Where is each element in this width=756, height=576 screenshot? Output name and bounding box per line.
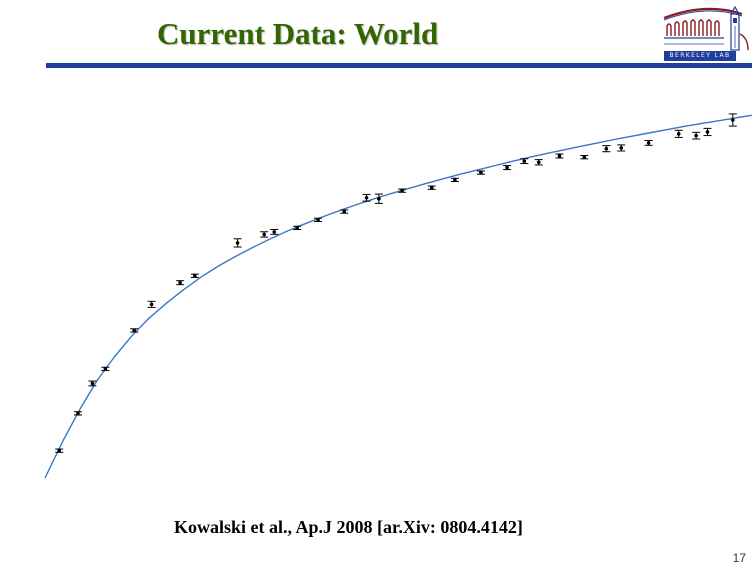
data-point: [260, 231, 269, 238]
data-point: [293, 225, 302, 231]
berkeley-lab-logo-icon: [663, 5, 749, 51]
data-point: [580, 155, 589, 160]
data-point: [55, 448, 64, 453]
data-point: [340, 209, 349, 214]
data-point: [476, 170, 485, 175]
data-point: [703, 127, 712, 137]
slide-title: Current Data: World: [157, 16, 439, 51]
title-divider: [46, 63, 752, 68]
data-point: [520, 158, 529, 165]
data-point: [190, 273, 199, 278]
data-point: [176, 280, 185, 286]
data-point: [617, 144, 626, 152]
data-point: [73, 411, 82, 416]
slide-number: 17: [732, 551, 746, 565]
data-point: [450, 177, 459, 183]
fit-curve: [44, 114, 753, 479]
data-point: [644, 140, 653, 146]
data-point: [147, 300, 156, 308]
data-point: [101, 366, 110, 372]
data-point: [602, 145, 611, 153]
data-point: [362, 193, 371, 202]
data-point: [427, 185, 436, 190]
data-point: [398, 188, 407, 193]
data-point: [503, 165, 512, 171]
data-point: [674, 129, 683, 138]
data-point: [555, 153, 564, 159]
citation: Kowalski et al., Ap.J 2008 [ar.Xiv: 0804…: [174, 517, 523, 537]
data-point: [233, 238, 242, 248]
data-point: [270, 228, 279, 235]
data-point: [374, 193, 383, 204]
data-point: [692, 131, 701, 140]
data-point: [130, 328, 139, 333]
data-point: [314, 217, 323, 222]
data-point: [728, 113, 737, 127]
logo-wordmark: BERKELEY LAB: [664, 51, 736, 61]
data-point: [88, 380, 97, 387]
data-point: [534, 159, 543, 166]
